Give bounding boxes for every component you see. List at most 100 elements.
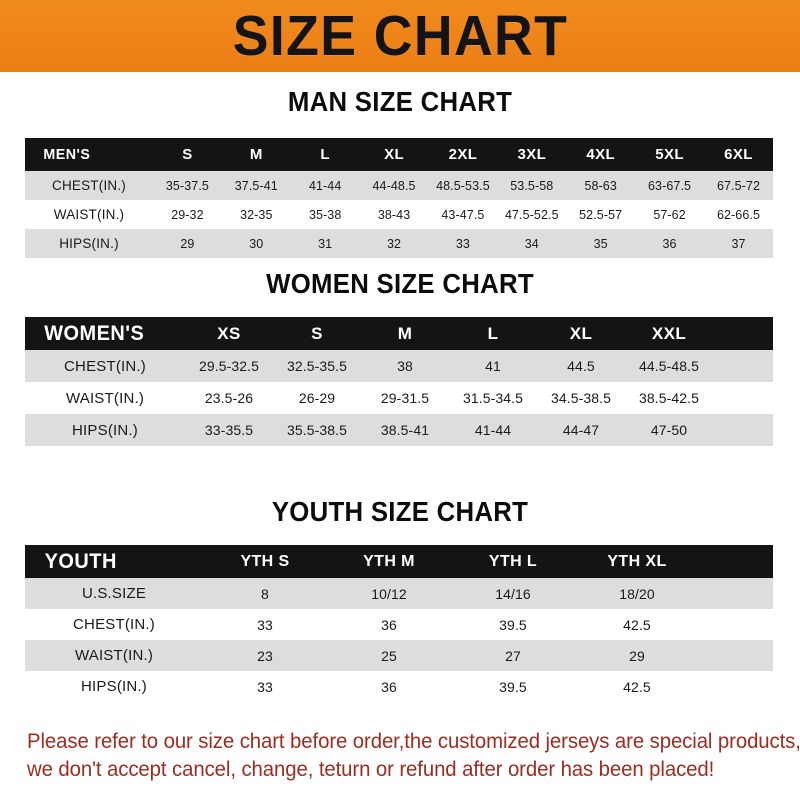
women-table-grid: WOMEN'S XS S M L XL XXL CHEST(IN.) 29.5-… bbox=[25, 317, 773, 446]
cell: 42.5 bbox=[623, 616, 651, 633]
cell: 33-35.5 bbox=[204, 422, 254, 438]
table-row: WAIST(IN.) 23.5-26 26-29 29-31.5 31.5-34… bbox=[25, 382, 773, 414]
cell: 30 bbox=[249, 236, 264, 251]
cell: 31.5-34.5 bbox=[462, 390, 524, 406]
cell-empty bbox=[699, 609, 736, 640]
cell-empty bbox=[699, 640, 736, 671]
cell: 35 bbox=[593, 236, 608, 251]
youth-size-header-empty bbox=[699, 545, 736, 578]
men-table-grid: MEN'S S M L XL 2XL 3XL 4XL 5XL 6XL CHEST… bbox=[25, 138, 773, 258]
cell-empty bbox=[736, 671, 773, 702]
cell: 44-47 bbox=[562, 422, 600, 438]
disclaimer-line-2: we don't accept cancel, change, teturn o… bbox=[27, 758, 715, 781]
cell: 44-48.5 bbox=[372, 178, 416, 193]
youth-size-header: YTH M bbox=[363, 552, 415, 570]
men-size-header: L bbox=[320, 146, 330, 163]
row-label: HIPS(IN.) bbox=[59, 236, 119, 251]
youth-size-table: YOUTH YTH S YTH M YTH L YTH XL U.S.SIZE … bbox=[25, 545, 773, 702]
cell: 39.5 bbox=[499, 616, 527, 633]
cell: 32.5-35.5 bbox=[286, 358, 348, 374]
women-size-header: XS bbox=[217, 323, 241, 343]
table-row: CHEST(IN.) 29.5-32.5 32.5-35.5 38 41 44.… bbox=[25, 350, 773, 382]
cell-empty bbox=[713, 382, 773, 414]
cell: 31 bbox=[318, 236, 333, 251]
women-size-header: M bbox=[397, 323, 413, 343]
cell: 41 bbox=[485, 358, 501, 374]
cell: 29-32 bbox=[171, 207, 204, 222]
cell: 41-44 bbox=[308, 178, 342, 193]
men-size-header: 5XL bbox=[655, 146, 684, 163]
cell: 36 bbox=[381, 678, 397, 695]
youth-header-label: YOUTH bbox=[44, 549, 117, 573]
cell: 33 bbox=[257, 616, 273, 633]
row-label: U.S.SIZE bbox=[81, 585, 147, 602]
cell: 52.5-57 bbox=[579, 207, 623, 222]
men-size-header: M bbox=[249, 146, 263, 163]
cell: 43-47.5 bbox=[441, 207, 485, 222]
cell: 47.5-52.5 bbox=[504, 207, 559, 222]
cell: 41-44 bbox=[474, 422, 512, 438]
cell: 47-50 bbox=[650, 422, 688, 438]
youth-size-header: YTH L bbox=[488, 552, 538, 570]
women-size-header: S bbox=[311, 323, 323, 343]
table-row: HIPS(IN.) 33 36 39.5 42.5 bbox=[25, 671, 773, 702]
cell: 32 bbox=[387, 236, 402, 251]
disclaimer-line-1: Please refer to our size chart before or… bbox=[27, 730, 800, 753]
cell: 62-66.5 bbox=[716, 207, 761, 222]
cell: 38 bbox=[397, 358, 413, 374]
cell: 33 bbox=[257, 678, 273, 695]
youth-section-title: YOUTH SIZE CHART bbox=[271, 496, 529, 527]
men-section-title: MAN SIZE CHART bbox=[287, 86, 513, 117]
cell: 36 bbox=[381, 616, 397, 633]
men-size-header: 3XL bbox=[517, 146, 547, 163]
cell: 44.5 bbox=[567, 358, 595, 374]
women-size-header: L bbox=[487, 323, 499, 343]
women-size-header: XL bbox=[569, 323, 593, 343]
cell-empty bbox=[699, 578, 736, 609]
cell-empty bbox=[699, 671, 736, 702]
row-label: CHEST(IN.) bbox=[73, 616, 155, 633]
cell: 25 bbox=[381, 647, 397, 664]
row-label: CHEST(IN.) bbox=[52, 178, 126, 193]
table-row: CHEST(IN.) 33 36 39.5 42.5 bbox=[25, 609, 773, 640]
men-size-header: 6XL bbox=[724, 146, 753, 163]
men-table-header-row: MEN'S S M L XL 2XL 3XL 4XL 5XL 6XL bbox=[25, 138, 773, 171]
cell: 39.5 bbox=[499, 678, 527, 695]
cell: 48.5-53.5 bbox=[436, 178, 490, 193]
men-size-table: MEN'S S M L XL 2XL 3XL 4XL 5XL 6XL CHEST… bbox=[25, 138, 773, 258]
cell: 26-29 bbox=[298, 390, 336, 406]
cell: 53.5-58 bbox=[510, 178, 554, 193]
cell: 23 bbox=[257, 647, 273, 664]
disclaimer-note: Please refer to our size chart before or… bbox=[27, 728, 800, 784]
women-table-header-row: WOMEN'S XS S M L XL XXL bbox=[25, 317, 773, 350]
cell: 58-63 bbox=[584, 178, 617, 193]
youth-size-header: YTH XL bbox=[607, 552, 667, 570]
youth-table-grid: YOUTH YTH S YTH M YTH L YTH XL U.S.SIZE … bbox=[25, 545, 773, 702]
cell: 29 bbox=[180, 236, 195, 251]
table-row: CHEST(IN.) 35-37.5 37.5-41 41-44 44-48.5… bbox=[25, 171, 773, 200]
cell: 23.5-26 bbox=[204, 390, 254, 406]
cell: 35-37.5 bbox=[165, 178, 209, 193]
cell: 63-67.5 bbox=[648, 178, 692, 193]
table-row: WAIST(IN.) 23 25 27 29 bbox=[25, 640, 773, 671]
cell: 8 bbox=[261, 585, 269, 602]
cell: 36 bbox=[662, 236, 677, 251]
cell: 38-43 bbox=[377, 207, 411, 222]
cell: 10/12 bbox=[371, 585, 407, 602]
cell: 18/20 bbox=[619, 585, 655, 602]
men-size-header: 4XL bbox=[586, 146, 616, 163]
page-banner: SIZE CHART bbox=[0, 0, 800, 72]
table-row: HIPS(IN.) 29 30 31 32 33 34 35 36 37 bbox=[25, 229, 773, 258]
cell-empty bbox=[736, 578, 773, 609]
cell: 14/16 bbox=[495, 585, 531, 602]
cell: 29.5-32.5 bbox=[198, 358, 260, 374]
cell: 38.5-41 bbox=[380, 422, 430, 438]
cell: 37 bbox=[731, 236, 746, 251]
men-size-header: XL bbox=[384, 146, 405, 163]
cell: 33 bbox=[455, 236, 470, 251]
women-header-label: WOMEN'S bbox=[44, 321, 145, 345]
cell: 37.5-41 bbox=[234, 178, 278, 193]
row-label: CHEST(IN.) bbox=[64, 357, 146, 375]
youth-size-header: YTH S bbox=[240, 552, 290, 570]
